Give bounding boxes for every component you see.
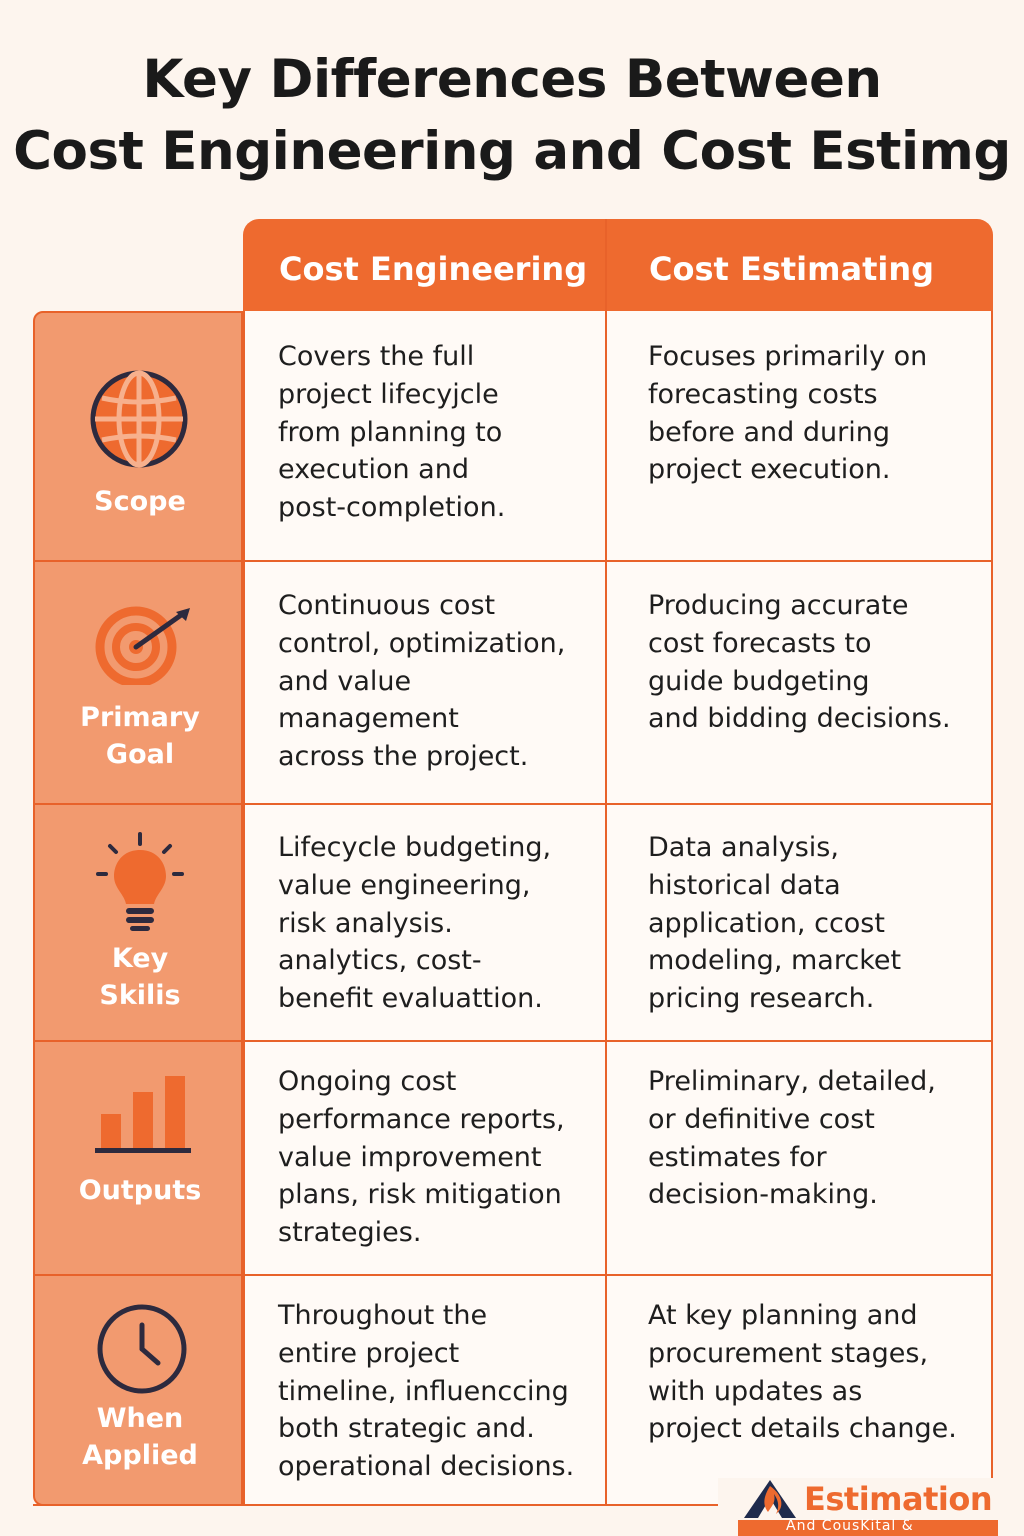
category-label-outputs: Outputs	[78, 1175, 202, 1206]
logo-tagline-bar	[738, 1520, 998, 1536]
bar-chart-icon	[95, 1076, 191, 1153]
category-label-when-applied: When Applied	[82, 1403, 198, 1471]
row-divider	[33, 803, 993, 805]
cell-goal-estimating: Producing accurate cost forecasts to gui…	[648, 590, 951, 735]
globe-icon	[90, 370, 188, 468]
cell-outputs-estimating: Preliminary, detailed, or definitive cos…	[648, 1066, 936, 1211]
cell-scope-engineering: Covers the full project lifecyjcle from …	[278, 341, 506, 524]
logo-wordmark: Estimation	[804, 1480, 993, 1518]
clock-icon	[97, 1304, 187, 1394]
cell-applied-engineering: Throughout the entire project timeline, …	[278, 1300, 575, 1483]
target-icon	[95, 606, 190, 685]
column-header-cost-estimating: Cost Estimating	[649, 250, 935, 288]
cell-outputs-engineering: Ongoing cost performance reports, value …	[278, 1066, 565, 1249]
cell-skills-engineering: Lifecycle budgeting, value engineering, …	[278, 832, 552, 1015]
brand-logo: Estimation And CousKital &	[718, 1478, 1024, 1536]
flame-logo-icon	[744, 1480, 796, 1518]
column-header-cost-engineering: Cost Engineering	[279, 250, 588, 288]
category-label-key-skills: Key Skilis	[99, 943, 181, 1011]
table-header: Cost Engineering Cost Estimating	[243, 219, 993, 311]
row-divider	[33, 1274, 993, 1276]
cell-scope-estimating: Focuses primarily on forecasting costs b…	[648, 341, 928, 486]
table-bottom-border	[33, 1504, 718, 1506]
cell-skills-estimating: Data analysis, historical data applicati…	[648, 832, 902, 1015]
row-divider	[33, 560, 993, 562]
lightbulb-icon	[96, 832, 184, 931]
row-divider	[33, 1040, 993, 1042]
category-label-scope: Scope	[94, 486, 186, 517]
cell-goal-engineering: Continuous cost control, optimization, a…	[278, 590, 566, 773]
page-title: Key Differences Between Cost Engineering…	[0, 44, 1024, 188]
logo-tagline: And CousKital &	[786, 1518, 914, 1534]
comparison-table-body	[243, 311, 993, 1506]
title-line-2: Cost Engineering and Cost Estimg	[13, 121, 1011, 182]
title-line-1: Key Differences Between	[142, 49, 882, 110]
column-divider	[605, 219, 607, 1506]
cell-applied-estimating: At key planning and procurement stages, …	[648, 1300, 957, 1445]
category-label-primary-goal: Primary Goal	[80, 702, 200, 770]
